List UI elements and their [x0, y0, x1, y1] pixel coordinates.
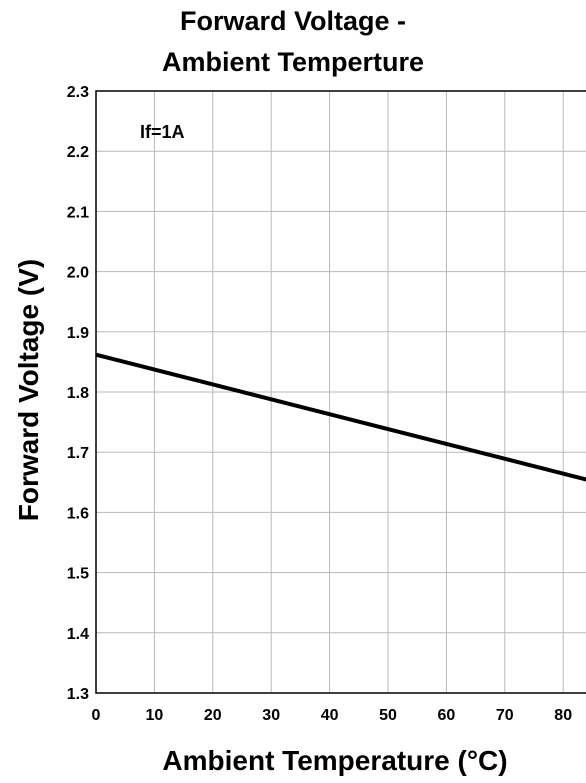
x-tick-label: 30 [262, 707, 280, 724]
y-tick-label: 1.8 [67, 385, 89, 402]
y-tick-label: 1.9 [67, 325, 89, 342]
grid [96, 91, 586, 693]
series-layer [96, 355, 586, 481]
x-tick-label: 50 [379, 707, 397, 724]
x-tick-label: 20 [204, 707, 222, 724]
y-tick-label: 2.3 [67, 84, 89, 101]
condition-annotation: If=1A [140, 122, 185, 142]
x-tick-label: 10 [146, 707, 164, 724]
y-tick-label: 2.0 [67, 265, 89, 282]
x-tick-label: 60 [438, 707, 456, 724]
chart-title-line-2: Ambient Temperture [162, 47, 424, 77]
x-tick-label: 80 [554, 707, 572, 724]
y-tick-label: 2.1 [67, 204, 89, 221]
y-tick-label: 1.7 [67, 445, 89, 462]
series-line [96, 355, 586, 481]
y-axis-label: Forward Voltage (V) [13, 259, 44, 521]
x-tick-label: 40 [321, 707, 339, 724]
y-tick-label: 1.5 [67, 566, 89, 583]
y-tick-label: 2.2 [67, 144, 89, 161]
x-tick-label: 70 [496, 707, 514, 724]
x-axis-label: Ambient Temperature (°C) [162, 745, 507, 776]
tick-labels: 0 10 20 30 40 50 60 70 80 1.3 1.4 1.5 1.6 1.7 1.8 1.9 2.… [67, 84, 572, 724]
chart-title-line-1: Forward Voltage - [180, 6, 406, 36]
y-tick-label: 1.6 [67, 505, 89, 522]
y-tick-label: 1.4 [67, 626, 89, 643]
y-tick-label: 1.3 [67, 686, 89, 703]
x-tick-label: 0 [92, 707, 101, 724]
